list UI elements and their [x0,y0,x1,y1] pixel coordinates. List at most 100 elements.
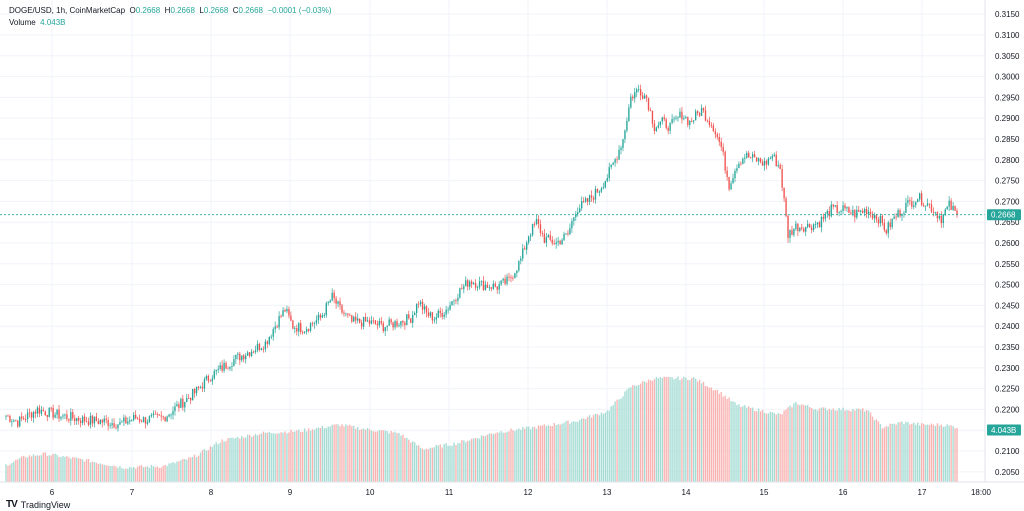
volume-bar [341,424,343,482]
candle-body [50,407,52,409]
volume-bar [309,430,312,482]
volume-bar [524,428,526,482]
candle-body [915,202,917,206]
volume-bar [535,428,538,482]
candle-body [588,195,591,202]
volume-bar [415,445,418,482]
volume-bar [913,422,915,482]
volume-bar [653,379,656,482]
candle-body [612,162,614,165]
volume-bar [863,411,866,482]
candle-body [278,316,280,328]
volume-bar [30,456,33,482]
volume-bar [777,413,779,482]
volume-bar [801,404,803,482]
volume-bar [85,459,88,482]
candle-body [795,223,797,229]
volume-bar [897,422,899,482]
candle-body [769,158,772,160]
candle-body [926,203,929,206]
volume-bar [588,415,591,482]
volume-bar [211,447,213,482]
candle-body [134,414,137,419]
volume-bar [553,422,555,482]
volume-bar [5,464,7,482]
volume-bar [573,421,575,482]
volume-bar [938,425,941,482]
volume-bar [781,414,783,482]
volume-bar [26,457,29,482]
volume-bar [223,441,225,482]
candle-body [549,235,551,240]
volume-bar [36,455,39,482]
candle-body [702,107,705,111]
price-tick: 0.3000 [995,73,1020,82]
volume-bar [278,433,280,482]
volume-bar [13,461,15,482]
volume-bar [750,408,752,482]
price-axis[interactable]: 0.3150 0.3100 0.3050 0.3000 0.2950 0.2900 0.28… [995,10,1020,477]
candle-body [598,191,601,193]
candle-body [698,112,701,116]
candle-body [341,305,343,313]
volume-bar [197,455,200,482]
volume-bar [119,465,121,482]
volume-bar [956,427,958,482]
volume-bar [174,463,176,482]
candle-body [932,211,935,213]
candle-body [799,227,801,232]
candle-body [806,223,809,227]
volume-bar [669,377,671,482]
candle-body [710,125,713,126]
volume-bar [926,424,929,482]
time-tick: 13 [603,488,612,497]
candle-body [797,223,799,232]
volume-bar [264,432,267,482]
volume-bar [771,412,774,482]
time-tick: 17 [918,488,927,497]
candle-body [524,248,526,250]
volume-bar [944,426,946,482]
volume-bar [822,407,825,482]
volume-bar [160,467,162,482]
tradingview-brand[interactable]: TV TradingView [6,499,70,510]
volume-value: 4.043B [40,18,66,27]
volume-bar [478,438,481,482]
candle-body [276,326,278,328]
volume-bar [911,423,913,482]
volume-bar [217,444,219,482]
candle-body [526,242,528,250]
candle-body [746,152,748,158]
candle-body [618,149,620,160]
candle-body [34,411,37,414]
volume-bar [702,381,705,482]
volume-bar [235,437,237,482]
volume-bar [176,461,178,482]
candle-body [237,353,239,355]
candle-body [755,157,758,162]
volume-bar [545,426,548,482]
volume-bar [814,409,817,482]
candle-body [38,407,41,414]
candle-body [903,212,905,214]
candle-body [484,284,487,290]
volume-bar [127,468,129,482]
volume-bar [641,381,644,482]
volume-bar [789,405,791,482]
candle-body [36,407,39,414]
volume-bar [34,455,37,482]
volume-bar [793,403,795,482]
candle-body [408,314,410,319]
volume-bar [667,376,669,482]
candle-body [394,321,396,328]
candle-body [390,319,392,323]
volume-bar [950,425,952,482]
volume-bar [109,466,111,482]
candle-body [152,413,155,416]
volume-bar [748,406,750,482]
candle-body [325,303,327,316]
time-axis[interactable]: 6 7 8 9 10 11 12 13 14 15 16 17 18:00 [50,488,992,497]
volume-bar [834,410,836,482]
volume-bar [347,425,349,482]
